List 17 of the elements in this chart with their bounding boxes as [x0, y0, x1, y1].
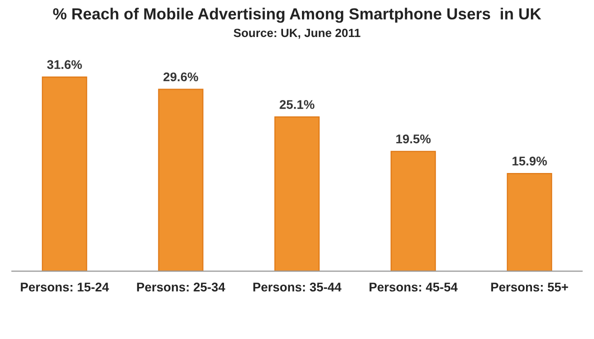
data-label: 31.6% — [47, 60, 82, 70]
chart-title: % Reach of Mobile Advertising Among Smartphone Users in UK — [53, 8, 542, 23]
chart-subtitle: Source: UK, June 2011 — [234, 28, 360, 39]
data-label: 15.9% — [512, 156, 547, 166]
data-label: 19.5% — [396, 134, 431, 144]
data-label: 29.6% — [163, 72, 198, 82]
x-tick-label: Persons: 35-44 — [253, 282, 342, 292]
bar — [506, 172, 552, 272]
bar — [390, 150, 436, 272]
x-tick-label: Persons: 55+ — [491, 282, 568, 292]
bar — [274, 116, 320, 272]
bar — [42, 76, 88, 272]
x-tick-label: Persons: 45-54 — [370, 282, 458, 292]
bar — [158, 88, 204, 272]
data-label: 25.1% — [280, 100, 314, 109]
x-tick-label: Persons: 25-34 — [137, 282, 226, 292]
x-tick-label: Persons: 15-24 — [20, 282, 109, 292]
